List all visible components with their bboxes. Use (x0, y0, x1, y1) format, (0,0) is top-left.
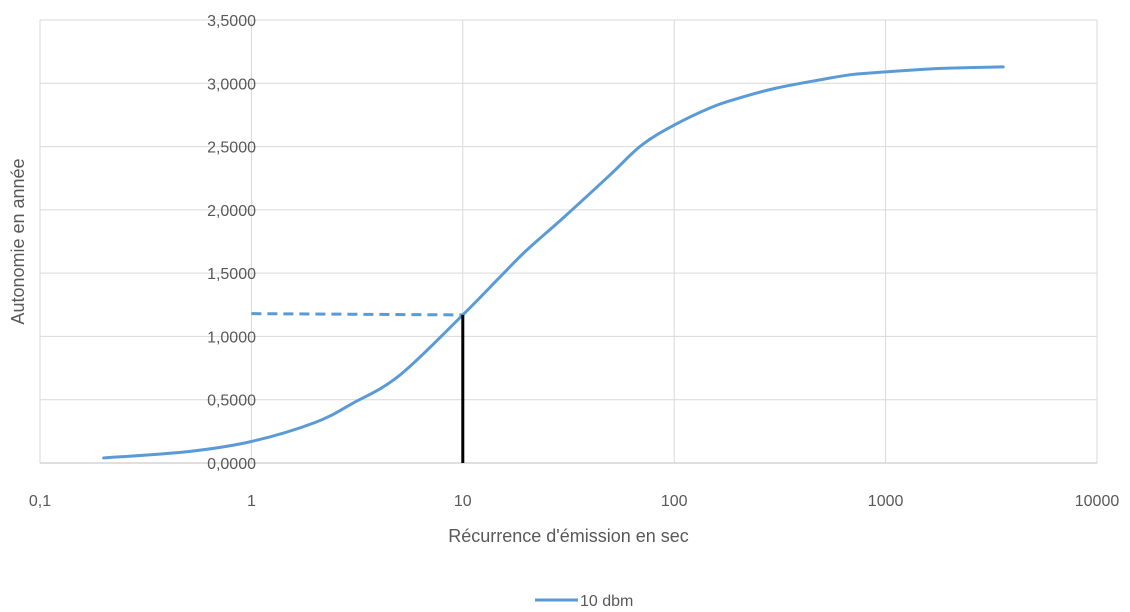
x-tick-label: 10000 (1075, 493, 1120, 510)
x-tick-labels: 0,1 1 10 100 1000 10000 (29, 493, 1119, 510)
y-tick-labels: 0,0000 0,5000 1,0000 1,5000 2,0000 2,5000 3,00… (207, 13, 256, 473)
series-line-10-dbm (102, 65, 1005, 460)
x-axis-title: Récurrence d'émission en sec (448, 526, 689, 546)
y-tick-label: 3,5000 (207, 13, 256, 30)
annotations (251, 312, 465, 463)
dashed-reference-line (251, 312, 463, 317)
y-tick-label: 1,5000 (207, 266, 256, 283)
y-tick-label: 2,5000 (207, 140, 256, 157)
x-tick-label: 0,1 (29, 493, 51, 510)
series-layer (102, 65, 1005, 460)
x-tick-label: 100 (661, 493, 688, 510)
x-tick-label: 10 (454, 493, 472, 510)
legend-label-10-dbm: 10 dbm (580, 593, 633, 610)
grid (39, 19, 1098, 463)
x-tick-label: 1 (247, 493, 256, 510)
y-tick-label: 2,0000 (207, 203, 256, 220)
y-tick-label: 0,0000 (207, 456, 256, 473)
legend: 10 dbm (535, 593, 633, 610)
y-tick-label: 0,5000 (207, 393, 256, 410)
y-tick-label: 3,0000 (207, 76, 256, 93)
x-tick-label: 1000 (868, 493, 904, 510)
y-axis-title: Autonomie en année (8, 158, 28, 324)
y-tick-label: 1,0000 (207, 329, 256, 346)
